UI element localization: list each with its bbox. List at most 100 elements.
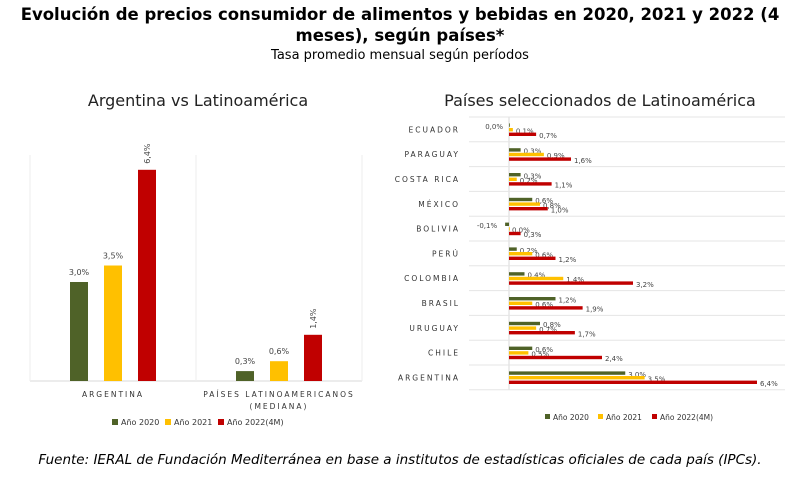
bar-1-8	[509, 326, 537, 330]
data-label: 0,3%	[235, 357, 256, 366]
chart-paises-latam: Países seleccionados de Latinoamérica ECU…	[395, 91, 785, 422]
bar-1-1	[270, 361, 288, 381]
category-label: (MEDIANA)	[250, 402, 309, 411]
legend-label: Año 2020	[553, 413, 589, 422]
data-label: 6,4%	[760, 380, 778, 388]
data-label: 0,4%	[528, 272, 546, 280]
data-label: 1,1%	[555, 182, 573, 190]
category-label: ARGENTINA	[398, 373, 460, 382]
bar-2-0	[138, 169, 156, 381]
bar-1-10	[509, 376, 645, 380]
data-label: 0,1%	[516, 127, 534, 135]
bar-2-3	[509, 207, 548, 211]
legend-label: Año 2021	[606, 413, 642, 422]
legend-swatch	[112, 419, 118, 425]
legend-label: Año 2022(4M)	[227, 418, 284, 427]
category-label: PAÍSES LATINOAMERICANOS	[203, 390, 355, 399]
bar-1-3	[509, 202, 540, 206]
bar-2-5	[509, 256, 556, 260]
data-label: 0,0%	[512, 227, 530, 235]
legend-label: Año 2021	[174, 418, 212, 427]
data-label: 0,8%	[543, 202, 561, 210]
data-label: 0,6%	[535, 346, 553, 354]
data-label: 1,2%	[559, 296, 577, 304]
bar-0-7	[509, 297, 556, 301]
data-label: 0,7%	[539, 326, 557, 334]
data-label: 0,8%	[543, 321, 561, 329]
data-label: 1,7%	[578, 330, 596, 338]
chart-title: Argentina vs Latinoamérica	[88, 91, 308, 110]
data-label: 0,3%	[524, 231, 542, 239]
data-label: 3,2%	[636, 281, 654, 289]
data-label: 0,3%	[524, 148, 542, 156]
data-label: 0,2%	[520, 247, 538, 255]
category-label: ARGENTINA	[82, 390, 144, 399]
page-title: Evolución de precios consumidor de alime…	[0, 4, 800, 46]
data-label: 1,9%	[586, 306, 604, 314]
data-label: 3,5%	[648, 375, 666, 383]
category-label: COSTA RICA	[395, 175, 460, 184]
data-label: 1,0%	[551, 206, 569, 214]
bar-2-9	[509, 355, 602, 360]
data-label: 0,0%	[485, 123, 503, 131]
bar-2-4	[509, 231, 521, 236]
bar-0-8	[509, 321, 540, 326]
bar-2-1	[509, 157, 571, 161]
bar-1-6	[509, 276, 564, 281]
data-label: 6,4%	[143, 143, 152, 164]
bar-2-1	[304, 334, 322, 381]
data-label: 0,3%	[524, 172, 542, 180]
data-label: 0,2%	[520, 177, 538, 185]
data-label: 3,5%	[103, 252, 124, 261]
category-label: PARAGUAY	[404, 150, 460, 159]
bar-1-1	[509, 152, 544, 157]
bar-1-2	[509, 177, 517, 181]
bar-0-0	[509, 123, 510, 127]
bar-0-10	[509, 371, 626, 375]
bar-2-0	[509, 132, 537, 136]
title-line-2: meses), según países*	[295, 26, 505, 45]
data-label: 0,6%	[535, 301, 553, 309]
bar-0-1	[509, 148, 521, 152]
legend-swatch	[165, 419, 171, 425]
category-label: BRASIL	[422, 299, 460, 308]
source-footnote: Fuente: IERAL de Fundación Mediterránea …	[38, 452, 762, 468]
data-label: 0,6%	[535, 251, 553, 259]
bar-1-4	[509, 227, 510, 231]
category-label: BOLIVIA	[416, 225, 460, 234]
data-label: 1,4%	[566, 276, 584, 284]
data-label: 2,4%	[605, 355, 623, 363]
bar-0-0	[70, 282, 88, 381]
chart-argentina-vs-latam: Argentina vs Latinoamérica 3,0% 3,5% 6,4% AR…	[29, 91, 363, 427]
legend-swatch	[598, 414, 603, 419]
bar-2-8	[509, 331, 575, 335]
category-label: CHILE	[428, 349, 460, 358]
data-label: 0,6%	[269, 347, 290, 356]
data-label: 0,5%	[531, 351, 549, 359]
legend-swatch	[218, 419, 224, 425]
category-label: URUGUAY	[409, 324, 460, 333]
data-label: 0,6%	[535, 197, 553, 205]
bar-1-0	[509, 128, 513, 132]
data-label: 3,0%	[628, 371, 646, 379]
legend-swatch	[545, 414, 550, 419]
bar-0-1	[236, 371, 254, 381]
category-label: ECUADOR	[409, 125, 461, 134]
bar-2-2	[509, 182, 552, 186]
bar-0-9	[509, 346, 533, 350]
bar-0-6	[509, 272, 525, 276]
data-label: 1,6%	[574, 157, 592, 165]
data-label: 1,4%	[309, 308, 318, 329]
data-label: 3,0%	[69, 268, 90, 277]
chart-title: Países seleccionados de Latinoamérica	[444, 91, 756, 110]
bar-2-6	[509, 281, 633, 285]
legend-label: Año 2020	[121, 418, 159, 427]
bar-0-4	[505, 222, 509, 226]
bar-1-9	[509, 351, 529, 355]
legend-label: Año 2022(4M)	[660, 413, 713, 422]
bar-1-0	[104, 265, 122, 381]
legend-swatch	[652, 414, 657, 419]
data-label: 0,7%	[539, 132, 557, 140]
category-label: COLOMBIA	[404, 274, 460, 283]
category-label: PERÚ	[432, 249, 460, 258]
